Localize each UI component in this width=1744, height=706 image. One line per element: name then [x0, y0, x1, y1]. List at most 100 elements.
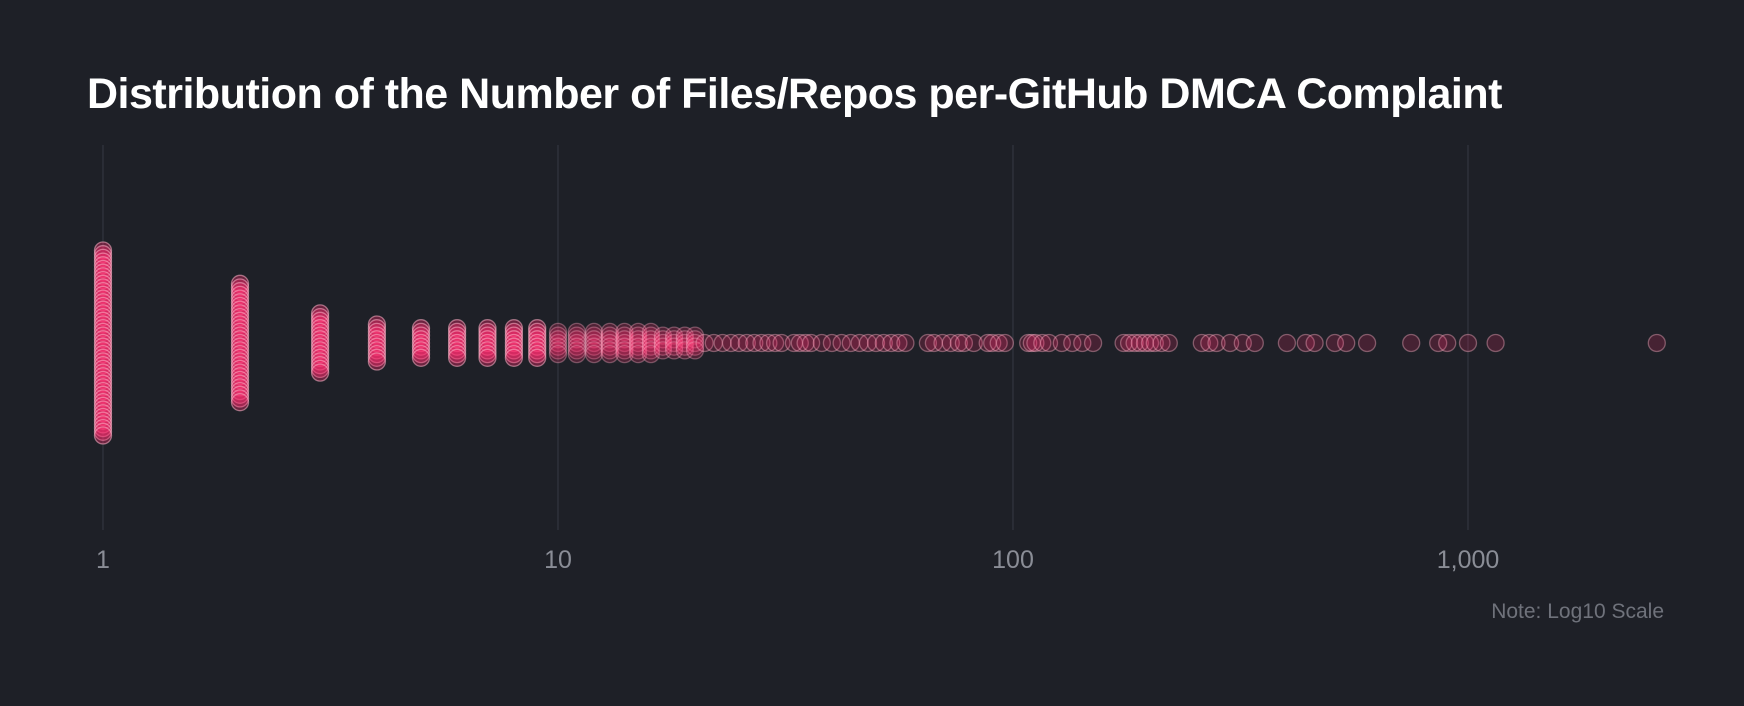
- data-point: [641, 333, 661, 353]
- data-point: [628, 344, 648, 364]
- data-point: [548, 344, 568, 364]
- data-point: [641, 344, 661, 364]
- data-point: [1357, 333, 1377, 353]
- data-point: [548, 330, 568, 349]
- data-point: [528, 348, 547, 367]
- data-point: [1114, 333, 1133, 353]
- data-point: [866, 333, 886, 353]
- data-point: [1135, 333, 1155, 353]
- data-point: [850, 333, 869, 353]
- data-point: [548, 333, 568, 353]
- data-point: [841, 333, 860, 353]
- data-point: [772, 333, 791, 353]
- data-point: [1296, 333, 1315, 353]
- data-point: [1200, 333, 1219, 353]
- data-point: [759, 333, 778, 353]
- data-point: [478, 348, 497, 367]
- data-point: [641, 341, 661, 360]
- data-point: [628, 330, 648, 349]
- data-point: [584, 333, 604, 353]
- scale-note: Note: Log10 Scale: [1491, 600, 1664, 623]
- data-point: [983, 333, 1002, 353]
- data-point: [713, 333, 732, 353]
- data-point: [1130, 333, 1149, 353]
- data-point: [1305, 333, 1324, 353]
- chart-title: Distribution of the Number of Files/Repo…: [87, 70, 1502, 118]
- data-point: [600, 322, 619, 342]
- data-point: [411, 348, 431, 367]
- data-point: [615, 344, 634, 364]
- data-point: [615, 322, 634, 342]
- data-point: [567, 344, 586, 364]
- data-point: [1438, 333, 1457, 353]
- data-point: [790, 333, 809, 353]
- data-point: [1073, 333, 1092, 353]
- data-point: [548, 326, 568, 345]
- data-point: [882, 333, 901, 353]
- data-point: [641, 322, 661, 342]
- data-point: [567, 326, 586, 345]
- data-point: [653, 330, 673, 349]
- data-point: [628, 322, 648, 342]
- data-point: [675, 337, 694, 356]
- data-point: [567, 333, 586, 353]
- data-point: [918, 333, 938, 353]
- data-point: [310, 363, 330, 382]
- data-point: [584, 326, 604, 345]
- data-point: [615, 341, 634, 360]
- data-point: [1220, 333, 1240, 353]
- data-point: [784, 333, 804, 353]
- data-point: [1192, 333, 1211, 353]
- data-point: [548, 322, 568, 342]
- data-point: [600, 344, 619, 364]
- data-point: [889, 333, 908, 353]
- data-point: [1647, 333, 1666, 353]
- data-point: [685, 326, 705, 345]
- data-point: [812, 333, 831, 353]
- data-point: [685, 333, 705, 353]
- data-point: [628, 333, 648, 353]
- data-point: [447, 348, 467, 367]
- data-point: [1207, 333, 1226, 353]
- data-point: [641, 326, 661, 345]
- data-point: [1033, 333, 1052, 353]
- data-point: [685, 330, 705, 349]
- x-tick-label: 10: [544, 546, 572, 574]
- x-axis-ticks: 1 10 100 1,000: [96, 546, 1499, 574]
- data-point: [721, 333, 741, 353]
- data-point: [752, 333, 771, 353]
- data-point: [1022, 333, 1041, 353]
- data-point: [567, 341, 586, 360]
- data-point: [695, 333, 714, 353]
- data-point: [796, 333, 815, 353]
- data-point: [664, 341, 684, 360]
- data-point: [685, 341, 705, 360]
- data-point: [685, 337, 705, 356]
- data-point: [675, 341, 694, 360]
- data-point: [1458, 333, 1478, 353]
- data-point: [600, 337, 619, 356]
- data-point: [664, 330, 684, 349]
- data-point: [584, 337, 604, 356]
- data-point: [1402, 333, 1421, 353]
- data-point: [1052, 333, 1071, 353]
- data-point: [584, 330, 604, 349]
- data-point: [1140, 333, 1160, 353]
- data-point: [664, 337, 684, 356]
- data-point: [874, 333, 893, 353]
- data-point: [1019, 333, 1038, 353]
- data-point: [504, 348, 524, 367]
- data-point: [954, 333, 974, 353]
- data-point: [584, 344, 604, 364]
- data-point: [858, 333, 878, 353]
- data-point: [941, 333, 960, 353]
- data-point: [653, 341, 673, 360]
- data-point: [615, 333, 634, 353]
- data-point: [567, 337, 586, 356]
- data-point: [600, 333, 619, 353]
- data-point: [924, 333, 944, 353]
- data-point: [548, 341, 568, 360]
- data-point: [1145, 333, 1164, 353]
- data-point: [615, 337, 634, 356]
